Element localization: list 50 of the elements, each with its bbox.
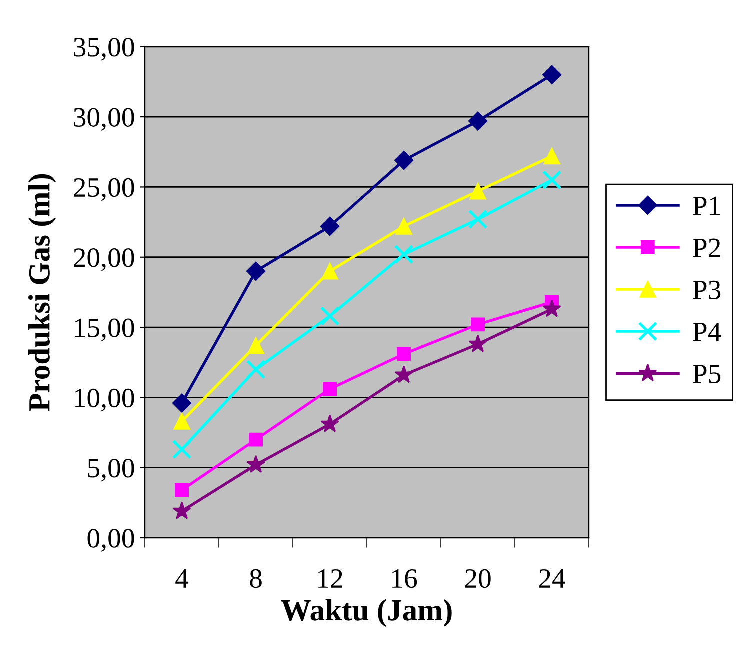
legend-label: P2 [693,238,720,258]
y-tick-label: 0,00 [88,529,134,552]
x-tick-label: 24 [539,569,566,588]
y-tick-label: 35,00 [74,38,134,61]
point [320,216,340,236]
x-tick-label: 20 [465,569,491,588]
x-tick-label: 16 [392,569,418,588]
point [468,112,488,131]
point [544,148,560,165]
legend-label: P1 [693,196,720,216]
y-axis-title: Produksi Gas (ml) [28,174,56,412]
legend-label: P5 [693,365,721,384]
point [471,318,485,332]
x-axis-title: Waktu (Jam) [281,599,452,628]
legend-label: P4 [693,322,722,342]
point [542,65,562,84]
y-tick-label: 20,00 [74,248,134,272]
point [172,502,192,520]
point [323,382,337,396]
point [542,300,562,318]
point [394,244,414,264]
point [394,151,414,170]
point [248,337,264,354]
point [320,306,340,326]
y-tick-label: 15,00 [75,318,134,342]
point [172,394,192,413]
point [396,218,412,235]
point [246,262,266,281]
x-tick-label: 8 [250,569,262,588]
x-tick-label: 12 [318,569,342,588]
point [468,334,488,352]
point [470,183,486,200]
y-tick-label: 10,00 [75,388,134,412]
point [249,432,263,447]
legend-label: P3 [693,280,721,300]
point [246,360,266,380]
y-tick-label: 25,00 [74,178,134,202]
point [172,440,192,460]
point [174,413,190,430]
point [397,347,411,362]
point [468,210,488,230]
x-tick-label: 4 [176,570,189,588]
point [394,366,414,384]
y-tick-label: 5,00 [88,459,134,482]
point [542,170,562,190]
y-tick-label: 30,00 [74,108,134,131]
point [175,483,189,498]
point [322,263,338,280]
point [320,414,340,432]
point [246,455,266,474]
